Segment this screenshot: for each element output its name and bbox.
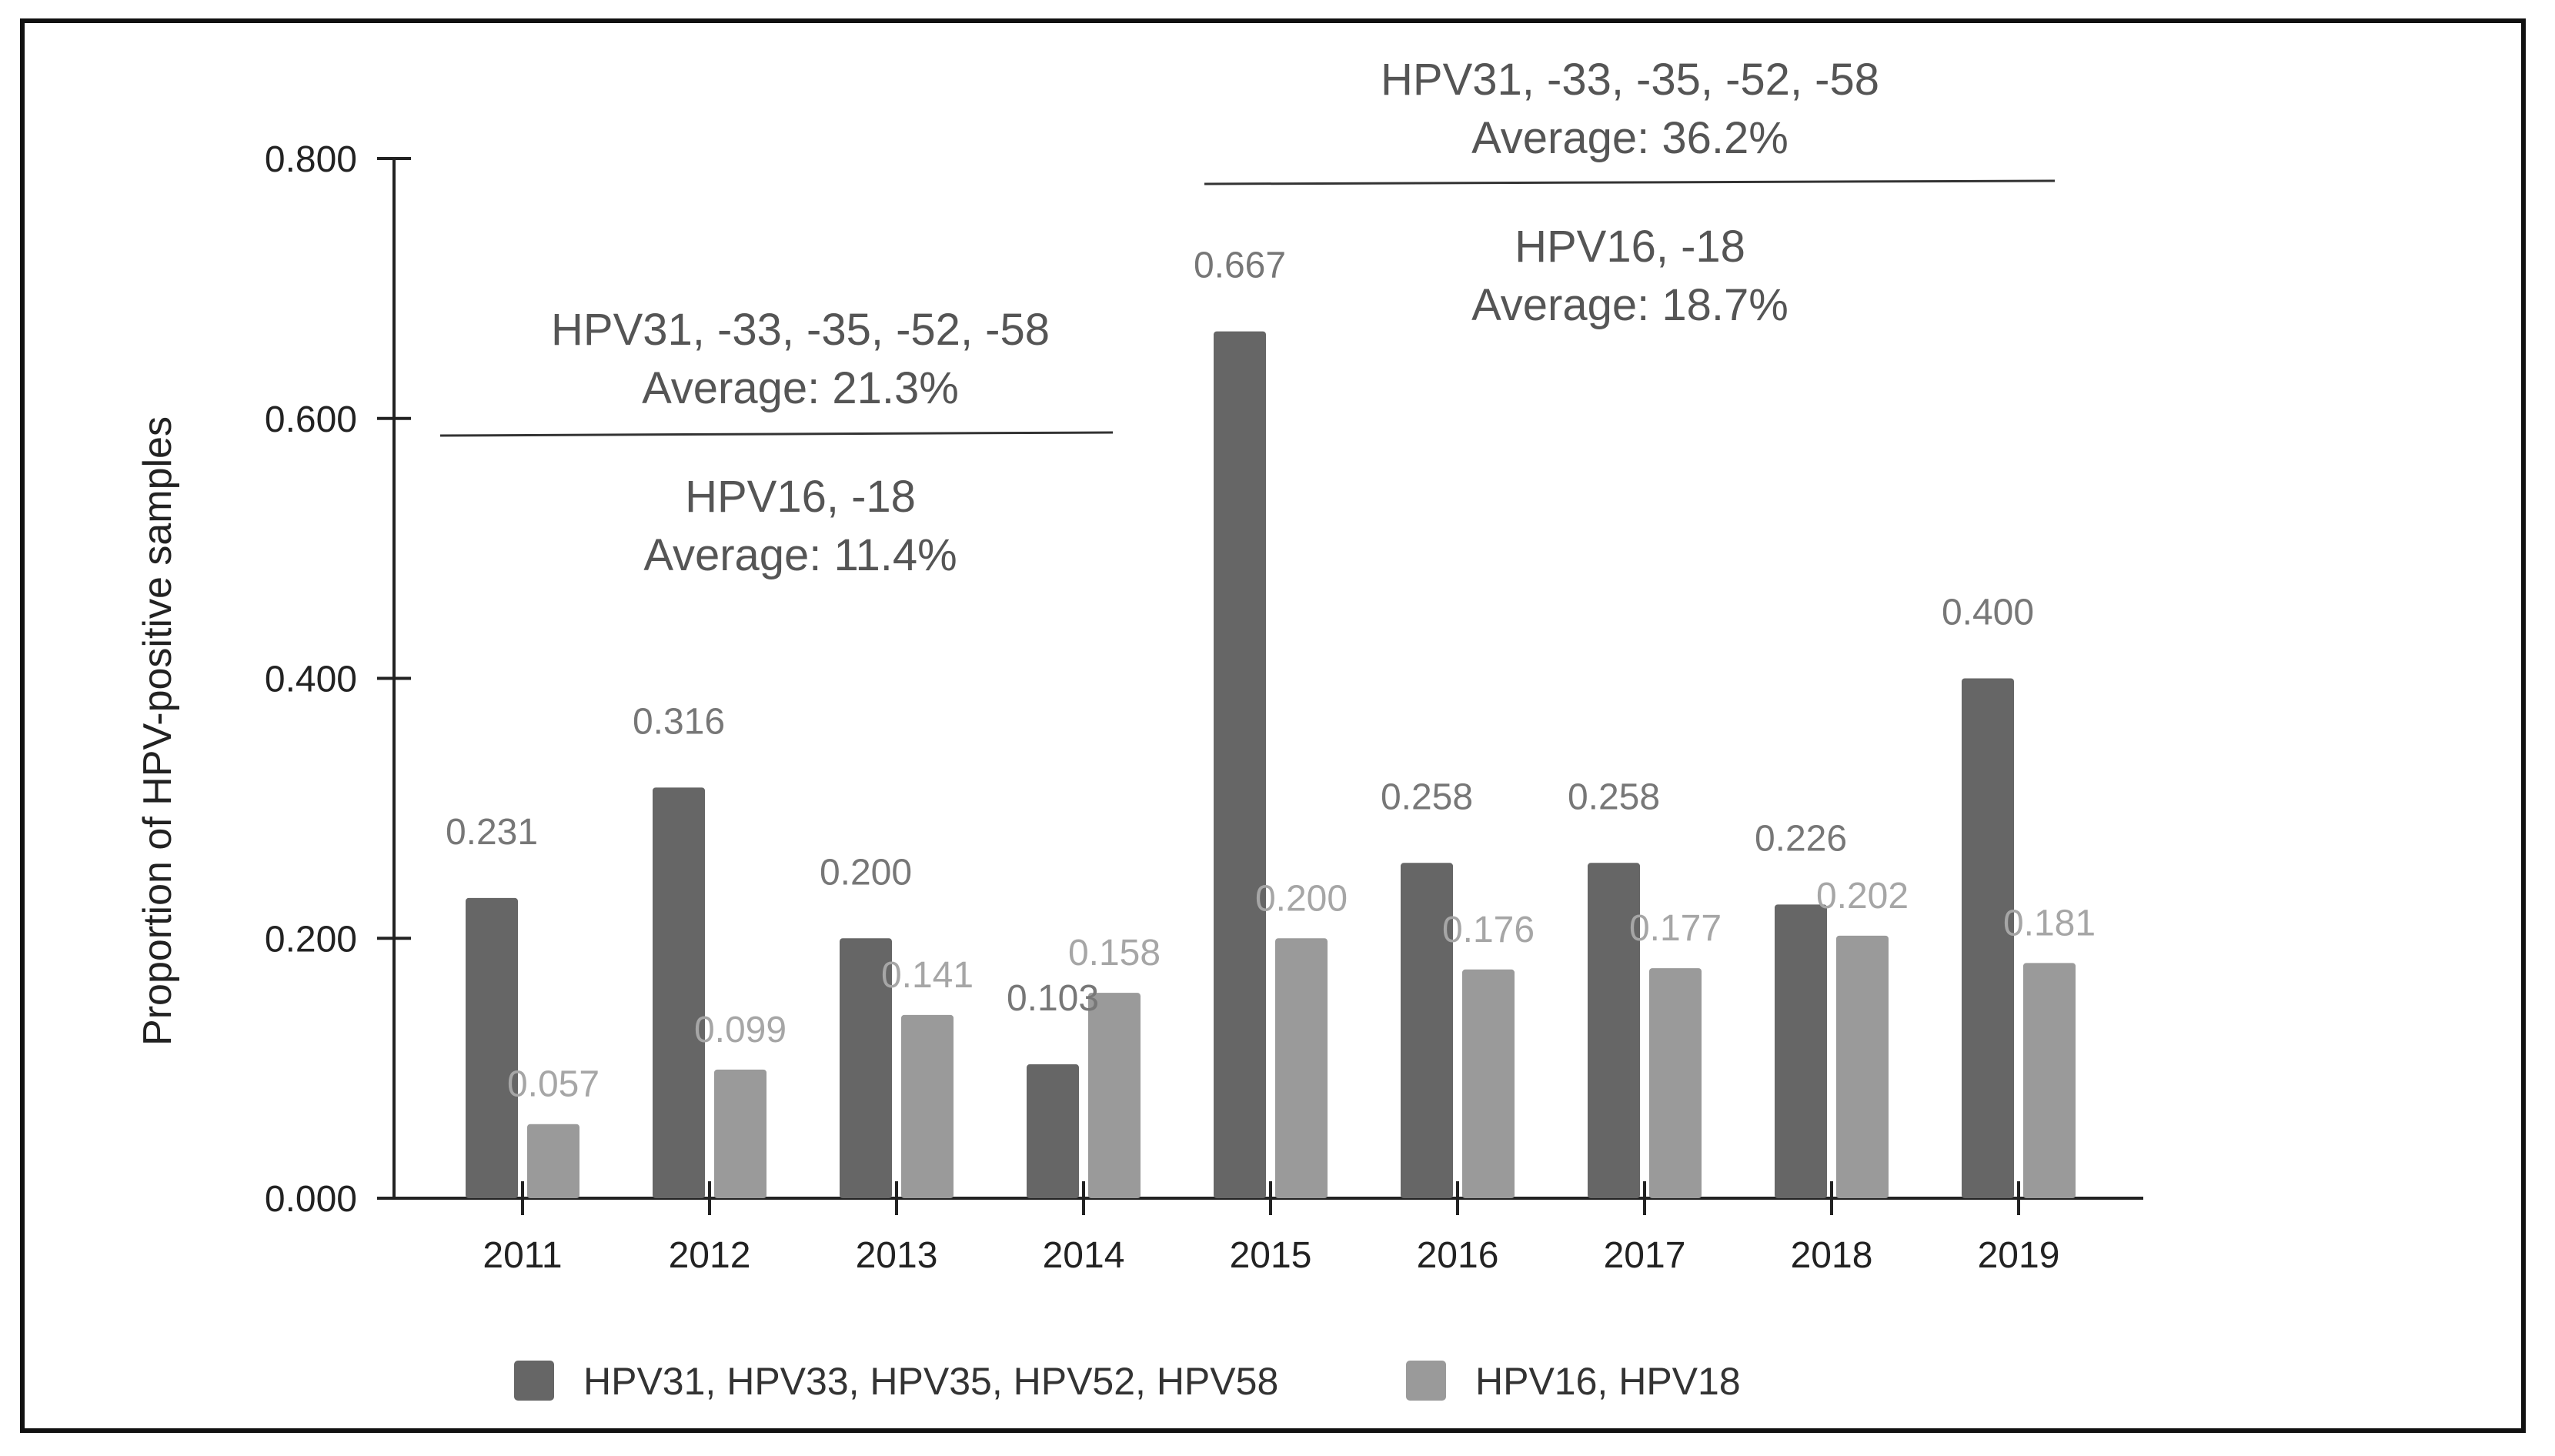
bar-series-2	[901, 1014, 954, 1198]
data-label: 0.226	[1755, 818, 1847, 859]
data-label: 0.200	[1255, 878, 1348, 919]
legend-label: HPV31, HPV33, HPV35, HPV52, HPV58	[583, 1360, 1278, 1403]
data-label: 0.103	[1007, 978, 1099, 1019]
bar-series-1	[1027, 1064, 1079, 1198]
x-tick-label: 2017	[1604, 1235, 1686, 1276]
annotation-text-above: Average: 21.3%	[642, 363, 959, 413]
annotation-divider	[439, 431, 1114, 437]
data-label: 0.258	[1381, 776, 1473, 817]
y-tick-label: 0.400	[265, 660, 357, 700]
data-label: 0.258	[1568, 776, 1660, 817]
data-label: 0.141	[881, 955, 974, 996]
y-tick-label: 0.200	[265, 919, 357, 960]
bar-series-2	[1462, 969, 1515, 1198]
data-label: 0.202	[1816, 876, 1909, 917]
bar-series-2	[1088, 993, 1141, 1198]
bar-series-1	[1962, 678, 2014, 1198]
annotation-text-below: Average: 18.7%	[1471, 280, 1788, 330]
bar-series-2	[1836, 935, 1889, 1198]
data-label: 0.316	[633, 701, 725, 742]
y-tick-label: 0.000	[265, 1179, 357, 1220]
data-label: 0.177	[1629, 908, 1722, 949]
annotation-text-above: Average: 36.2%	[1471, 113, 1788, 163]
annotation-text-above: HPV31, -33, -35, -52, -58	[551, 305, 1050, 355]
data-label: 0.181	[2003, 903, 2096, 943]
bar-series-2	[2023, 963, 2076, 1198]
data-label: 0.158	[1068, 933, 1161, 973]
y-tick-label: 0.800	[265, 139, 357, 180]
bar-series-2	[714, 1069, 766, 1198]
y-axis-label: Proportion of HPV-positive samples	[135, 416, 180, 1046]
x-tick-label: 2019	[1978, 1235, 2060, 1276]
data-label: 0.200	[820, 852, 912, 893]
data-label: 0.400	[1942, 593, 2034, 633]
bar-series-1	[1588, 863, 1640, 1198]
bar-series-1	[1775, 904, 1827, 1198]
bar-series-2	[527, 1124, 579, 1198]
data-label: 0.176	[1442, 910, 1535, 950]
bar-series-1	[1401, 863, 1453, 1198]
x-tick-label: 2013	[856, 1235, 938, 1276]
x-tick-label: 2011	[483, 1235, 562, 1276]
data-label: 0.231	[446, 812, 538, 853]
annotations: HPV31, -33, -35, -52, -58 Average: 21.3% H…	[439, 55, 2056, 580]
bar-series-2	[1275, 938, 1328, 1198]
annotation-text-below: HPV16, -18	[1515, 222, 1745, 272]
data-label: 0.667	[1194, 245, 1286, 286]
annotation-divider	[1204, 179, 2056, 185]
legend-swatch	[1406, 1361, 1446, 1401]
bar-series-1	[1214, 331, 1266, 1198]
bar-labels: 0.231 0.316 0.200 0.103 0.667 0.258 0.258 0.226…	[446, 245, 2096, 1105]
x-tick-label: 2014	[1043, 1235, 1125, 1276]
legend-label: HPV16, HPV18	[1475, 1360, 1741, 1403]
bar-series-1	[653, 787, 705, 1198]
bar-series-1	[840, 938, 892, 1198]
x-tick-label: 2015	[1230, 1235, 1312, 1276]
x-tick-label: 2016	[1417, 1235, 1499, 1276]
y-tick-label: 0.600	[265, 399, 357, 440]
bar-series-2	[1649, 968, 1702, 1198]
data-label: 0.099	[694, 1010, 787, 1050]
data-label: 0.057	[507, 1064, 600, 1105]
legend: HPV31, HPV33, HPV35, HPV52, HPV58 HPV16, …	[514, 1360, 1741, 1403]
x-tick-label: 2012	[669, 1235, 751, 1276]
x-tick-label: 2018	[1791, 1235, 1873, 1276]
bar-series-1	[466, 897, 518, 1198]
bars	[466, 331, 2076, 1198]
annotation-text-below: HPV16, -18	[685, 472, 916, 522]
annotation-text-below: Average: 11.4%	[643, 530, 957, 580]
annotation-text-above: HPV31, -33, -35, -52, -58	[1381, 55, 1879, 105]
legend-swatch	[514, 1361, 554, 1401]
